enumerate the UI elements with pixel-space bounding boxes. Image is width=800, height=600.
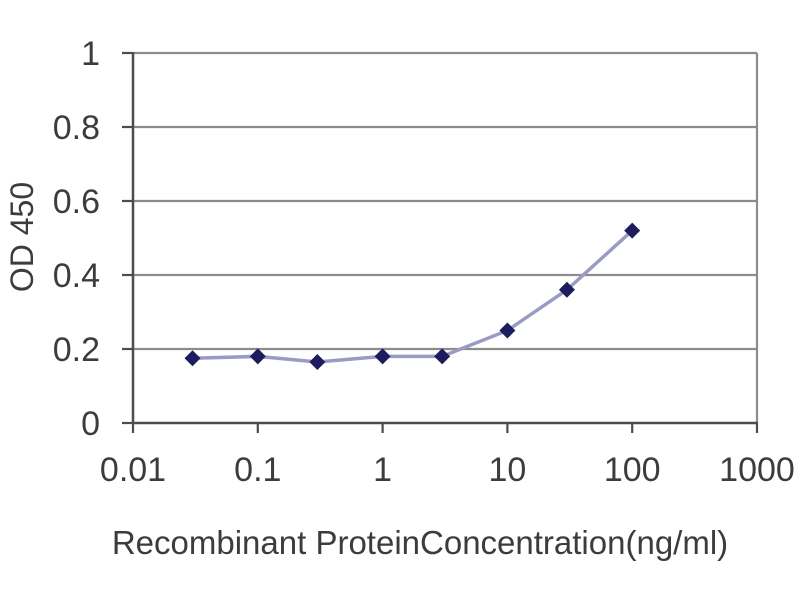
data-point xyxy=(249,348,266,365)
x-tick-label: 0.01 xyxy=(100,451,166,489)
series-line xyxy=(192,229,634,364)
data-point xyxy=(309,353,326,370)
data-point xyxy=(374,348,391,365)
data-point xyxy=(558,281,575,298)
x-tick-label: 1 xyxy=(373,451,392,489)
y-tick-label: 1 xyxy=(81,35,100,73)
y-axis-title: OD 450 xyxy=(4,182,40,292)
y-tick-label: 0.4 xyxy=(53,257,100,295)
y-tick-label: 0.6 xyxy=(53,183,100,221)
y-tick-label: 0.2 xyxy=(53,331,100,369)
y-tick-label: 0 xyxy=(81,405,100,443)
data-point xyxy=(499,322,516,339)
x-tick-label: 1000 xyxy=(719,451,795,489)
x-tick-label: 100 xyxy=(604,451,661,489)
y-tick-label: 0.8 xyxy=(53,109,100,147)
x-tick-label: 0.1 xyxy=(234,451,281,489)
data-point xyxy=(624,222,641,239)
data-point xyxy=(434,348,451,365)
data-point xyxy=(184,350,201,367)
x-tick-label: 10 xyxy=(488,451,526,489)
x-axis-title: Recombinant ProteinConcentration(ng/ml) xyxy=(112,524,728,561)
